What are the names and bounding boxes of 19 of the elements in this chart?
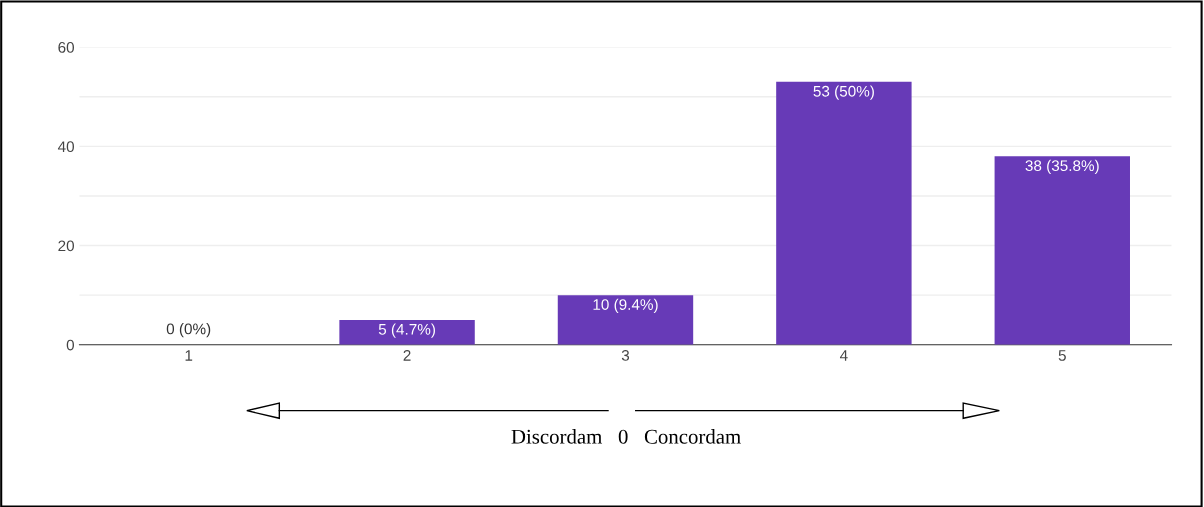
bar	[557, 295, 694, 345]
data-label: 38 (35.8%)	[1025, 159, 1099, 175]
data-label: 5 (4.7%)	[378, 323, 435, 338]
bar	[994, 156, 1130, 345]
x-tick-label: 5	[1058, 350, 1066, 361]
y-tick-label: 20	[58, 240, 75, 252]
x-tick-label: 1	[185, 350, 193, 361]
y-tick-label: 0	[66, 339, 75, 351]
bar	[339, 319, 475, 345]
x-tick-label: 4	[839, 350, 848, 361]
x-tick-label: 3	[621, 350, 630, 361]
bar	[776, 81, 912, 345]
data-label: 53 (50%)	[813, 85, 874, 100]
data-label: 0 (0%)	[166, 323, 211, 338]
text: Discordam 0 Concordam	[511, 429, 741, 444]
data-label: 10 (9.4%)	[593, 298, 658, 313]
y-tick-label: 40	[57, 141, 75, 153]
y-tick-label: 60	[58, 42, 75, 53]
x-tick-label: 2	[403, 350, 411, 361]
